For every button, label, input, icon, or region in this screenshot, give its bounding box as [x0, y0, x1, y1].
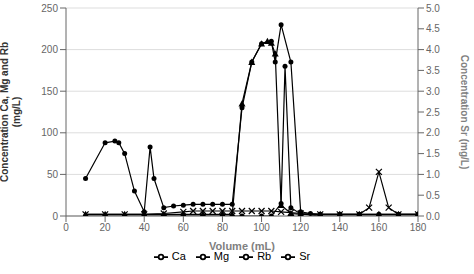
html-text:Rb: Rb: [257, 250, 272, 262]
html-text:Mg: Mg: [213, 250, 230, 262]
svg-text:0.5: 0.5: [426, 190, 440, 201]
svg-text:2.0: 2.0: [426, 127, 440, 138]
svg-text:Volume (mL): Volume (mL): [209, 240, 275, 252]
svg-text:100: 100: [41, 127, 58, 138]
svg-text:20: 20: [100, 222, 112, 233]
svg-text:0: 0: [63, 222, 69, 233]
svg-text:40: 40: [139, 222, 151, 233]
svg-text:1.0: 1.0: [426, 169, 440, 180]
svg-text:3.5: 3.5: [426, 65, 440, 76]
svg-text:1.5: 1.5: [426, 148, 440, 159]
svg-text:150: 150: [41, 86, 58, 97]
svg-text:180: 180: [410, 222, 427, 233]
html-text:Sr: Sr: [299, 250, 311, 262]
svg-text:4.5: 4.5: [426, 23, 440, 34]
svg-text:250: 250: [41, 3, 58, 14]
svg-text:140: 140: [331, 222, 348, 233]
svg-text:2.5: 2.5: [426, 107, 440, 118]
svg-text:0: 0: [52, 211, 58, 222]
svg-text:120: 120: [292, 222, 309, 233]
svg-text:60: 60: [178, 222, 190, 233]
svg-text:3.0: 3.0: [426, 86, 440, 97]
svg-text:0.0: 0.0: [426, 211, 440, 222]
svg-text:Concentration Sr (mg/L): Concentration Sr (mg/L): [459, 55, 466, 169]
html-text:Ca: Ca: [171, 250, 186, 262]
svg-text:160: 160: [371, 222, 388, 233]
svg-text:200: 200: [41, 44, 58, 55]
svg-text:5.0: 5.0: [426, 3, 440, 14]
svg-text:100: 100: [253, 222, 270, 233]
svg-text:80: 80: [217, 222, 229, 233]
svg-text:Concentration Ca, Mg and Rb(mg: Concentration Ca, Mg and Rb(mg/L): [8, 42, 22, 182]
svg-text:50: 50: [47, 169, 59, 180]
svg-text:4.0: 4.0: [426, 44, 440, 55]
